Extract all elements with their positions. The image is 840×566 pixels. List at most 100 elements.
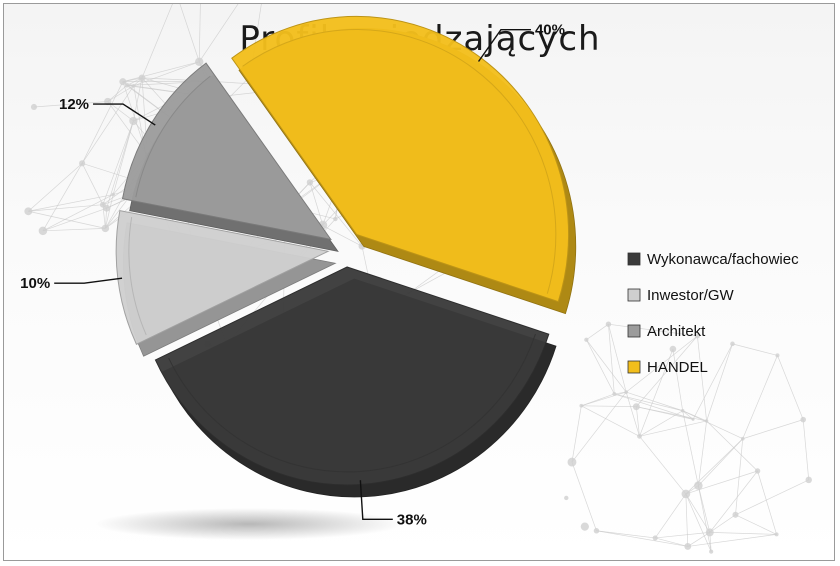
- network-line: [639, 436, 687, 495]
- network-line: [698, 485, 712, 552]
- legend-label: Inwestor/GW: [647, 287, 735, 304]
- legend-swatch: [627, 324, 641, 338]
- network-line: [28, 210, 106, 229]
- network-node: [103, 204, 111, 212]
- network-line: [639, 420, 707, 437]
- network-node: [111, 192, 115, 197]
- network-line: [141, 4, 173, 78]
- network-line: [636, 335, 698, 407]
- chart-frame: Profil zwiedzających 40%38%10%12% Wykona…: [3, 3, 835, 561]
- legend-label: HANDEL: [647, 359, 708, 376]
- network-line: [586, 339, 615, 395]
- network-line: [614, 393, 694, 420]
- network-line: [614, 391, 627, 395]
- network-line: [614, 393, 683, 412]
- network-line: [81, 81, 124, 164]
- network-line: [581, 393, 615, 407]
- network-node: [624, 390, 629, 394]
- leader-line: [93, 103, 156, 126]
- network-line: [685, 493, 689, 547]
- pie-slice-bevel: [135, 75, 211, 198]
- network-node: [705, 528, 714, 537]
- legend-label: Architekt: [647, 323, 706, 340]
- network-line: [655, 537, 688, 547]
- network-node: [709, 549, 714, 554]
- network-node: [333, 216, 338, 222]
- network-node: [124, 83, 129, 88]
- legend-label: Wykonawca/fachowiec: [647, 251, 799, 268]
- network-line: [742, 355, 778, 439]
- network-line: [42, 228, 106, 232]
- network-line: [687, 532, 710, 547]
- network-line: [596, 530, 656, 539]
- network-line: [571, 405, 582, 463]
- pie-shadow: [94, 508, 404, 540]
- network-node: [195, 57, 204, 67]
- pie-chart: Profil zwiedzających 40%38%10%12% Wykona…: [20, 4, 812, 554]
- network-line: [697, 335, 707, 421]
- network-line: [42, 163, 83, 232]
- network-node: [564, 495, 569, 501]
- network-line: [571, 391, 627, 463]
- network-line: [636, 406, 707, 422]
- network-line: [33, 101, 108, 108]
- network-line: [735, 438, 744, 515]
- network-line: [133, 77, 143, 122]
- network-node: [694, 481, 703, 490]
- pie-slices: [115, 15, 577, 498]
- network-line: [608, 324, 615, 394]
- network-node: [732, 511, 739, 518]
- network-line: [698, 438, 743, 486]
- network-line: [685, 493, 711, 533]
- network-line: [735, 514, 777, 535]
- network-line: [586, 323, 609, 341]
- network-node: [104, 97, 112, 106]
- network-line: [42, 194, 114, 232]
- network-line: [28, 204, 103, 212]
- network-node: [652, 535, 658, 541]
- network-node: [580, 522, 589, 531]
- data-label: 10%: [20, 275, 50, 292]
- legend-swatch: [627, 360, 641, 374]
- network-line: [198, 4, 239, 62]
- network-line: [625, 391, 640, 437]
- network-line: [639, 410, 683, 437]
- network-node: [637, 433, 642, 439]
- network-line: [81, 163, 104, 205]
- network-line: [581, 405, 640, 437]
- network-line: [682, 410, 743, 440]
- network-node: [38, 226, 48, 236]
- network-node: [567, 457, 577, 467]
- network-node: [306, 179, 314, 186]
- network-line: [102, 120, 134, 205]
- network-line: [709, 470, 758, 533]
- network-node: [669, 345, 677, 353]
- network-line: [596, 530, 688, 547]
- network-node: [79, 160, 86, 167]
- network-line: [682, 410, 699, 486]
- network-line: [107, 85, 128, 102]
- network-line: [672, 349, 684, 411]
- network-node: [754, 468, 761, 474]
- network-line: [28, 194, 114, 212]
- network-line: [42, 207, 107, 232]
- network-line: [81, 85, 134, 164]
- data-labels: 40% 38% 10% 12%: [20, 22, 565, 529]
- network-node: [740, 436, 745, 441]
- network-node: [119, 78, 127, 86]
- network-node: [579, 403, 584, 408]
- network-line: [692, 343, 733, 420]
- network-line: [709, 532, 777, 535]
- data-label: 40%: [535, 22, 565, 39]
- network-node: [680, 409, 685, 413]
- network-line: [571, 461, 597, 531]
- network-line: [608, 324, 627, 393]
- leader-line: [477, 29, 531, 62]
- network-line: [735, 479, 809, 516]
- network-line: [198, 4, 201, 62]
- network-node: [30, 103, 38, 111]
- network-node: [131, 83, 136, 88]
- network-line: [706, 420, 758, 472]
- network-line: [655, 532, 710, 539]
- network-line: [625, 335, 698, 393]
